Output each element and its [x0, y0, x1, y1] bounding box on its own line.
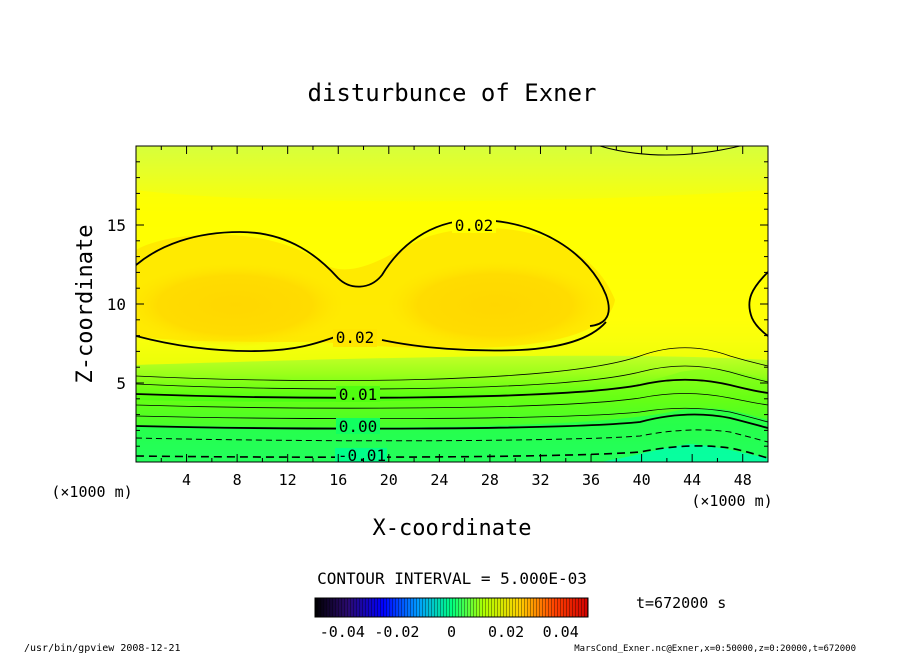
x-unit-label-right: (×1000 m)	[691, 492, 772, 510]
colorbar-frame	[314, 597, 589, 618]
colorbar-labels: -0.04 -0.02 0 0.02 0.04	[320, 623, 579, 641]
contour-line-001	[136, 378, 768, 399]
x-tick-label: 24	[430, 471, 448, 489]
contour-line-thin-2	[136, 365, 768, 390]
y-tick-label: 10	[107, 295, 126, 314]
contour-line-thin-3	[136, 393, 768, 409]
max-blob-left	[136, 263, 345, 347]
x-axis-title: X-coordinate	[373, 516, 532, 541]
contour-label-bg	[333, 329, 377, 347]
contour-line-neg-1	[136, 429, 768, 443]
colorbar-tick-label: -0.02	[374, 623, 419, 641]
x-tick-label: 8	[233, 471, 242, 489]
x-unit-label-left: (×1000 m)	[51, 483, 132, 501]
colorbar-tick-label: -0.04	[320, 623, 365, 641]
contour-line-mid-right	[381, 321, 607, 352]
colorbar-stripes	[315, 598, 588, 617]
y-tick-label: 15	[107, 216, 126, 235]
max-blob-right	[385, 261, 605, 349]
contour-line-upper	[136, 219, 610, 327]
contour-interval-label: CONTOUR INTERVAL = 5.000E-03	[317, 569, 587, 588]
x-tick-label: 28	[481, 471, 499, 489]
footer-left: /usr/bin/gpview 2008-12-21	[24, 643, 181, 654]
y-tick-label: 5	[116, 374, 126, 393]
contour-label: 0.01	[339, 385, 378, 404]
contour-line-right-edge	[748, 271, 768, 337]
contour-label-bg	[335, 448, 387, 462]
contour-line-thin-1	[136, 347, 768, 382]
time-label: t=672000 s	[636, 594, 726, 612]
colorbar: -0.04 -0.02 0 0.02 0.04	[314, 597, 589, 641]
contour-label: -0.01	[338, 446, 386, 465]
x-tick-label: 16	[329, 471, 347, 489]
chart-title: disturbunce of Exner	[308, 79, 597, 107]
contour-line-000	[136, 413, 768, 430]
contour-label: 0.02	[455, 216, 494, 235]
x-tick-label: 44	[683, 471, 701, 489]
x-tick-label: 4	[182, 471, 191, 489]
green-low	[136, 408, 768, 462]
x-tick-label: 40	[633, 471, 651, 489]
x-axis: 4 8 12 16 20 24 28 32 36 40 44 48	[160, 146, 752, 489]
heatmap-field	[136, 146, 768, 462]
y-axis: 5 10 15	[107, 161, 768, 447]
contour-line-top	[599, 146, 741, 156]
contour-label-bg	[336, 418, 380, 434]
contour-label: 0.02	[336, 328, 375, 347]
contour-label-bg	[336, 386, 380, 402]
colorbar-tick-label: 0.04	[543, 623, 579, 641]
colorbar-tick-label: 0	[447, 623, 456, 641]
x-tick-label: 48	[734, 471, 752, 489]
x-tick-label: 12	[279, 471, 297, 489]
contour-label-bg	[452, 215, 496, 233]
contour-line-neg-001	[136, 445, 768, 459]
contour-line-thin-4	[136, 407, 768, 423]
x-tick-label: 20	[380, 471, 398, 489]
x-tick-label: 32	[531, 471, 549, 489]
contour-line-mid-left	[136, 335, 336, 352]
colorbar-tick-label: 0.02	[488, 623, 524, 641]
contour-label: 0.00	[339, 417, 378, 436]
x-tick-label: 36	[582, 471, 600, 489]
contour-labels: 0.02 0.02 0.01 0.00 -0.01	[333, 215, 496, 465]
footer-right: MarsCond_Exner.nc@Exner,x=0:50000,z=0:20…	[574, 644, 856, 654]
y-axis-title: Z-coordinate	[73, 225, 98, 384]
